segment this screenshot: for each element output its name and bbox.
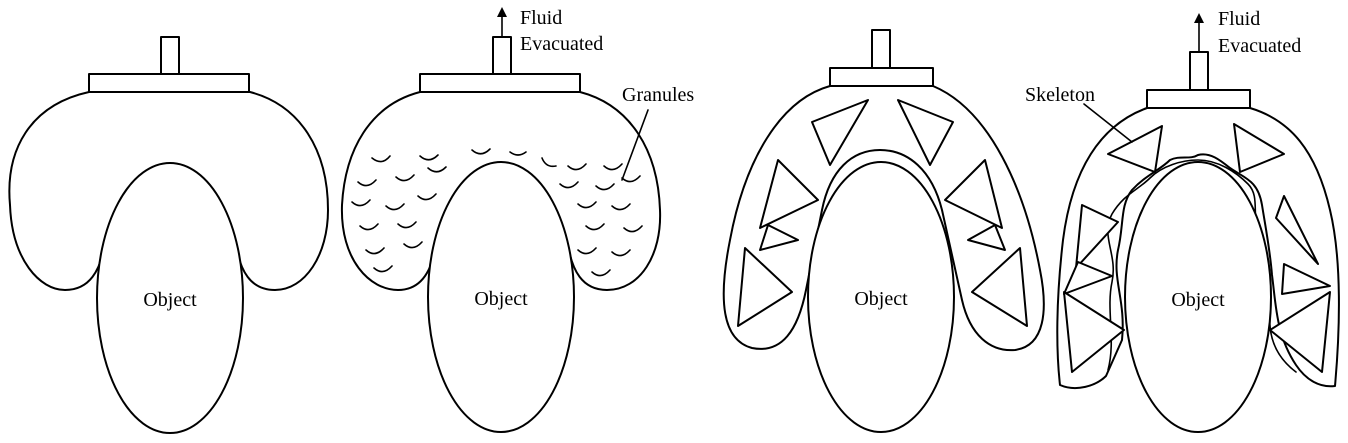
- skeleton-triangle: [967, 224, 1006, 251]
- panel-3-skeleton-right: [897, 99, 1028, 327]
- panel-3-skeleton-gripper-relaxed: Object: [722, 29, 1045, 433]
- panel-4-skeleton-gripper-evacuated: Fluid Evacuated Skeleton Object: [1025, 8, 1340, 433]
- granule: [611, 249, 631, 257]
- granule: [385, 203, 405, 211]
- skeleton-triangle: [1075, 204, 1119, 269]
- panel-2-fluid-label-line-2: Evacuated: [520, 33, 603, 55]
- skeleton-triangle: [1063, 261, 1113, 295]
- granule: [397, 221, 417, 229]
- granule: [417, 193, 437, 201]
- granule: [611, 203, 631, 211]
- panel-4-object-label: Object: [1171, 289, 1225, 311]
- panel-2-granular-gripper: Fluid Evacuated Granules Object: [340, 7, 694, 433]
- panel-2-object-label: Object: [474, 288, 528, 310]
- granule: [567, 163, 587, 171]
- panel-2-granules-leader-line: [621, 109, 649, 181]
- skeleton-triangle: [759, 159, 819, 229]
- panel-2-granules-label: Granules: [622, 84, 694, 106]
- granule: [595, 183, 615, 191]
- panel-2-port-tube: [492, 36, 512, 75]
- skeleton-triangle: [1063, 291, 1125, 373]
- panel-1-object: [96, 162, 244, 434]
- panel-4-gripper-membrane: [1056, 107, 1340, 389]
- granule: [621, 175, 641, 183]
- granule: [371, 155, 391, 163]
- panel-4-skeleton-left: [1063, 125, 1163, 373]
- panel-1-relaxed-gripper: Object: [8, 36, 329, 434]
- granule: [357, 179, 377, 187]
- granule: [623, 225, 643, 233]
- panel-4-mount-plate: [1146, 89, 1251, 109]
- panel-1-object-label: Object: [143, 289, 197, 311]
- panel-2-flow-arrow-head: [497, 7, 507, 17]
- granule: [591, 269, 611, 277]
- granule: [427, 166, 447, 173]
- panel-3-skeleton-left: [737, 99, 869, 327]
- granule: [359, 223, 379, 231]
- panel-4-fluid-label-line-1: Fluid: [1218, 8, 1260, 30]
- panel-4-skeleton-label: Skeleton: [1025, 84, 1095, 106]
- panel-4-skeleton-leader-line: [1083, 103, 1133, 143]
- skeleton-triangle: [897, 99, 954, 166]
- granule: [577, 247, 597, 255]
- panel-4-fluid-label-line-2: Evacuated: [1218, 35, 1301, 57]
- skeleton-triangle: [1233, 123, 1285, 173]
- granule: [509, 151, 527, 156]
- granule: [585, 223, 605, 231]
- granule: [541, 157, 557, 168]
- panel-2-granules: [351, 148, 643, 277]
- panel-4-skeleton-right: [1233, 123, 1331, 373]
- granule: [577, 201, 597, 209]
- skeleton-triangle: [1107, 125, 1163, 173]
- granule: [559, 181, 579, 189]
- panel-2-fluid-label-line-1: Fluid: [520, 7, 562, 29]
- panel-3-object-label: Object: [854, 288, 908, 310]
- panel-2-mount-plate: [419, 73, 581, 93]
- skeleton-triangle: [759, 224, 799, 251]
- panel-2-object: [427, 161, 575, 433]
- panel-4-object: [1124, 161, 1272, 433]
- granule: [365, 247, 385, 255]
- granule: [471, 148, 491, 155]
- panel-4-flow-arrow-head: [1194, 13, 1204, 23]
- skeleton-triangle: [811, 99, 869, 166]
- granule: [373, 265, 393, 273]
- skeleton-triangle: [1269, 291, 1331, 373]
- panel-1-mount-plate: [88, 73, 250, 93]
- skeleton-triangle: [944, 159, 1003, 229]
- panel-3-port-tube: [871, 29, 891, 69]
- skeleton-triangle: [737, 247, 793, 327]
- panel-3-object: [807, 161, 955, 433]
- panel-3-mount-plate: [829, 67, 934, 87]
- skeleton-triangle: [1275, 195, 1319, 265]
- panel-1-port-tube: [160, 36, 180, 75]
- granule: [603, 163, 623, 171]
- granule: [403, 241, 423, 249]
- skeleton-triangle: [971, 247, 1028, 327]
- skeleton-triangle: [1281, 263, 1331, 295]
- granule: [419, 154, 439, 161]
- panel-3-gripper-membrane: [722, 85, 1045, 352]
- panel-4-port-tube: [1189, 51, 1209, 91]
- granule: [395, 174, 415, 182]
- granule: [351, 199, 371, 207]
